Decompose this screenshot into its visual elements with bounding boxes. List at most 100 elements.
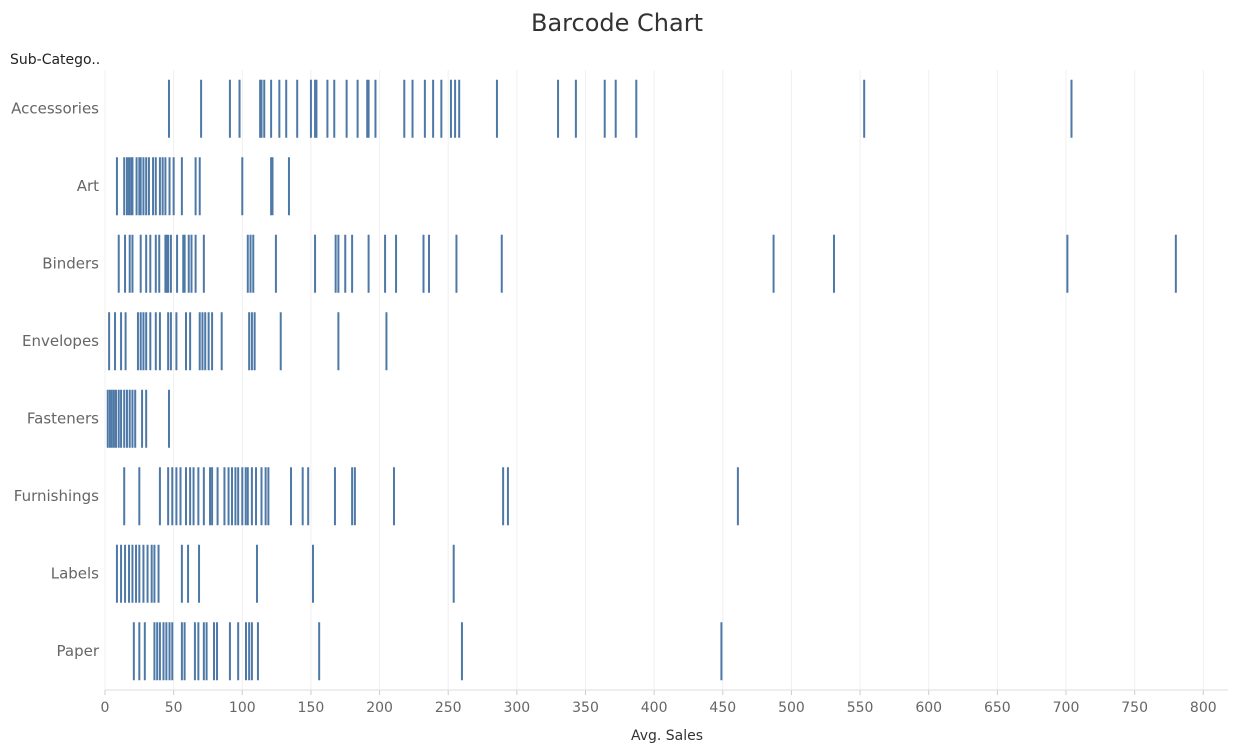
- barcode-line: [267, 467, 270, 526]
- barcode-line: [131, 389, 134, 448]
- barcode-line: [156, 622, 159, 681]
- barcode-line: [253, 312, 256, 371]
- barcode-line: [198, 544, 201, 603]
- barcode-line: [106, 389, 109, 448]
- barcode-line: [167, 389, 170, 448]
- barcode-line: [153, 544, 156, 603]
- barcode-line: [411, 79, 414, 138]
- barcode-line: [158, 157, 161, 216]
- barcode-line: [142, 544, 145, 603]
- barcode-line: [250, 467, 253, 526]
- barcode-line: [142, 312, 145, 371]
- barcode-line: [367, 234, 370, 293]
- barcode-line: [197, 467, 200, 526]
- x-tick-label: 450: [709, 700, 736, 716]
- x-tick-label: 300: [503, 700, 530, 716]
- barcode-line: [250, 312, 253, 371]
- barcode-line: [176, 234, 179, 293]
- x-tick-label: 550: [847, 700, 874, 716]
- barcode-line: [385, 312, 388, 371]
- barcode-line: [145, 234, 148, 293]
- barcode-line: [128, 157, 131, 216]
- barcode-line: [138, 157, 141, 216]
- barcode-line: [318, 622, 321, 681]
- barcode-line: [228, 79, 231, 138]
- barcode-line: [603, 79, 606, 138]
- barcode-line: [1174, 234, 1177, 293]
- barcode-line: [256, 622, 259, 681]
- barcode-line: [259, 79, 262, 138]
- barcode-line: [337, 312, 340, 371]
- barcode-line: [164, 234, 167, 293]
- x-tick-label: 500: [778, 700, 805, 716]
- barcode-line: [500, 234, 503, 293]
- barcode-line: [248, 312, 251, 371]
- barcode-line: [574, 79, 577, 138]
- barcode-line: [290, 467, 293, 526]
- barcode-line: [736, 467, 739, 526]
- barcode-line: [158, 622, 161, 681]
- barcode-line: [139, 312, 142, 371]
- barcode-line: [238, 79, 241, 138]
- barcode-line: [169, 312, 172, 371]
- barcode-line: [117, 234, 120, 293]
- barcode-line: [183, 234, 186, 293]
- barcode-line: [209, 467, 212, 526]
- barcode-line: [149, 312, 152, 371]
- barcode-line: [112, 389, 115, 448]
- barcode-line: [128, 234, 131, 293]
- barcode-line: [175, 467, 178, 526]
- barcode-line: [279, 312, 282, 371]
- barcode-line: [168, 622, 171, 681]
- barcode-line: [202, 234, 205, 293]
- barcode-line: [167, 234, 170, 293]
- barcode-line: [635, 79, 638, 138]
- barcode-line: [455, 234, 458, 293]
- x-tick-label: 100: [229, 700, 256, 716]
- barcode-line: [449, 79, 452, 138]
- barcode-line: [333, 467, 336, 526]
- barcode-line: [146, 544, 149, 603]
- barcode-line: [863, 79, 866, 138]
- barcode-line: [149, 234, 152, 293]
- barcode-line: [1066, 234, 1069, 293]
- barcode-line: [145, 157, 148, 216]
- barcode-line: [423, 79, 426, 138]
- barcode-line: [202, 622, 205, 681]
- barcode-line: [201, 312, 204, 371]
- barcode-line: [278, 79, 281, 138]
- barcode-line: [366, 79, 369, 138]
- barcode-line: [154, 312, 157, 371]
- barcode-line: [120, 389, 123, 448]
- barcode-line: [125, 157, 128, 216]
- barcode-line: [167, 312, 170, 371]
- x-tick-label: 800: [1190, 700, 1217, 716]
- barcode-line: [189, 467, 192, 526]
- barcode-line: [264, 467, 267, 526]
- barcode-line: [198, 312, 201, 371]
- barcode-line: [314, 79, 317, 138]
- barcode-line: [244, 622, 247, 681]
- barcode-line: [124, 234, 127, 293]
- barcode-line: [167, 467, 170, 526]
- barcode-line: [125, 389, 128, 448]
- barcode-line: [351, 467, 354, 526]
- barcode-line: [189, 312, 192, 371]
- barcode-line: [260, 467, 263, 526]
- barcode-line: [285, 79, 288, 138]
- barcode-line: [403, 79, 406, 138]
- y-tick-label: Envelopes: [22, 332, 99, 350]
- barcode-line: [147, 157, 150, 216]
- barcode-line: [237, 467, 240, 526]
- barcode-line: [145, 312, 148, 371]
- barcode-line: [296, 79, 299, 138]
- barcode-line: [145, 389, 148, 448]
- barcode-line: [128, 389, 131, 448]
- barcode-line: [141, 389, 144, 448]
- barcode-line: [152, 157, 155, 216]
- barcode-line: [153, 622, 156, 681]
- barcode-line: [502, 467, 505, 526]
- barcode-line: [216, 467, 219, 526]
- barcode-line: [183, 622, 186, 681]
- x-tick-label: 50: [165, 700, 183, 716]
